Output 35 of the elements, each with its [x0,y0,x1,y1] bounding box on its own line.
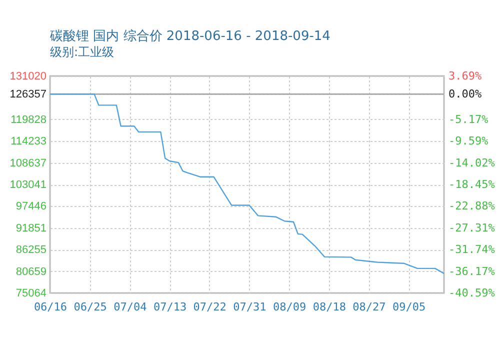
y2-tick-label: -9.59% [448,134,489,148]
y-tick-label: 75064 [16,288,46,300]
line-series [50,93,444,274]
y-tick-label: 91851 [16,222,46,234]
x-tick-label: 09/05 [392,300,426,314]
y2-tick-label: -5.17% [448,112,489,126]
y2-tick-label: -22.88% [448,200,496,213]
y-tick-label: 97446 [16,200,46,213]
y-tick-label: 86255 [16,244,46,256]
y2-tick-label: -14.02% [448,156,496,170]
y2-tick-label: -31.74% [448,243,496,256]
x-tick-label: 07/04 [114,300,148,314]
y2-tick-label: -36.17% [448,264,496,278]
y2-tick-label: 3.69% [448,70,482,82]
y2-tick-label: -27.31% [448,221,496,234]
x-tick-label: 08/09 [272,300,306,314]
y-tick-label: 126357 [10,88,46,101]
x-tick-label: 07/31 [233,300,266,314]
chart-title: 碳酸锂 国内 综合价 2018-06-16 - 2018-09-14 [49,29,330,44]
y2-tick-label: -18.45% [448,178,496,191]
chart-subtitle: 级别:工业级 [50,45,114,59]
y-tick-label: 114233 [10,136,46,148]
y-tick-label: 131020 [10,70,46,82]
x-tick-label: 07/22 [193,300,226,314]
y-tick-label: 80659 [16,266,46,278]
y2-tick-label: -40.59% [448,286,496,300]
x-tick-label: 06/25 [74,300,107,314]
x-tick-label: 08/27 [352,300,386,314]
y-tick-label: 119828 [10,114,46,126]
x-tick-label: 07/13 [153,300,187,314]
y-tick-label: 108637 [10,157,46,170]
y-tick-label: 103041 [10,179,46,192]
x-tick-label: 06/16 [34,300,68,314]
y2-tick-label: 0.00% [448,88,482,101]
x-tick-label: 08/18 [312,300,346,314]
